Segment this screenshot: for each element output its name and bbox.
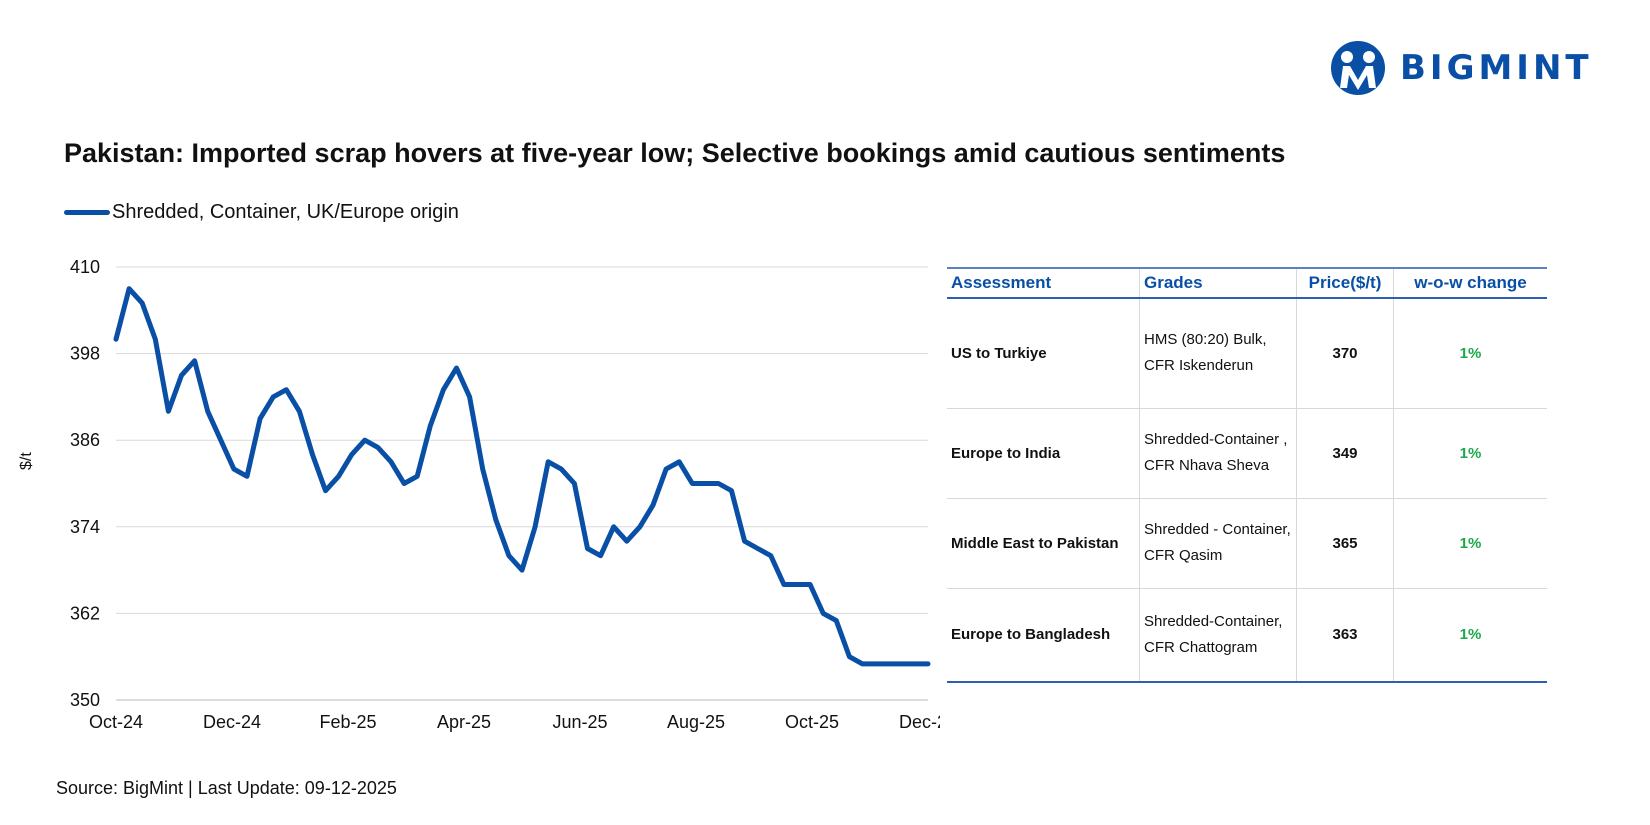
grade-cell: Shredded-Container, CFR Chattogram xyxy=(1139,588,1297,683)
grade-line: Shredded-Container, xyxy=(1144,612,1283,630)
grade-cell: HMS (80:20) Bulk, CFR Iskenderun xyxy=(1139,298,1297,409)
grade-line: Shredded - Container, xyxy=(1144,521,1291,538)
x-tick-label: Oct-24 xyxy=(89,712,143,732)
price-cell: 370 xyxy=(1296,298,1394,409)
bigmint-logo: BIGMINT xyxy=(1330,40,1620,98)
chart-title: Pakistan: Imported scrap hovers at five-… xyxy=(64,138,1286,168)
x-tick-label: Feb-25 xyxy=(319,712,376,732)
assessment-cell: Middle East to Pakistan xyxy=(947,498,1140,589)
y-tick-label: 374 xyxy=(70,517,100,537)
legend-label: Shredded, Container, UK/Europe origin xyxy=(112,200,459,223)
assessment-cell: Europe to Bangladesh xyxy=(947,588,1140,683)
price-cell: 363 xyxy=(1296,588,1394,683)
bigmint-logo-icon xyxy=(1331,41,1385,95)
price-cell: 349 xyxy=(1296,408,1394,499)
grade-line: Shredded-Container , xyxy=(1144,431,1288,448)
table-row: Europe to India Shredded-Container , CFR … xyxy=(947,408,1547,499)
change-cell: 1% xyxy=(1393,298,1547,409)
legend-swatch xyxy=(64,209,110,215)
brand-name: BIGMINT xyxy=(1400,48,1593,88)
x-tick-label: Jun-25 xyxy=(552,712,607,732)
y-tick-label: 362 xyxy=(70,603,100,623)
grade-line: HMS (80:20) Bulk, xyxy=(1144,331,1267,349)
price-cell: 365 xyxy=(1296,498,1394,589)
source-note: Source: BigMint | Last Update: 09-12-202… xyxy=(56,778,397,798)
table-row: Middle East to Pakistan Shredded - Conta… xyxy=(947,498,1547,589)
header-grades: Grades xyxy=(1139,267,1297,299)
table-header-row: Assessment Grades Price($/t) w-o-w chang… xyxy=(947,267,1547,299)
x-tick-label: Dec-25 xyxy=(899,712,940,732)
line-chart: 350 362 374 386 398 410 Oct-24 Dec-24 Feb-25 Apr-… xyxy=(70,257,940,732)
assessment-cell: US to Turkiye xyxy=(947,298,1140,409)
y-tick-label: 386 xyxy=(70,430,100,450)
x-tick-label: Apr-25 xyxy=(437,712,491,732)
grade-line: CFR Nhava Sheva xyxy=(1144,457,1270,474)
series-line xyxy=(113,286,931,667)
change-cell: 1% xyxy=(1393,588,1547,683)
chart-legend: Shredded, Container, UK/Europe origin xyxy=(64,198,459,226)
grade-line: CFR Chattogram xyxy=(1144,638,1258,656)
change-cell: 1% xyxy=(1393,408,1547,499)
x-tick-label: Oct-25 xyxy=(785,712,839,732)
grade-cell: Shredded-Container , CFR Nhava Sheva xyxy=(1139,408,1297,499)
header-assessment: Assessment xyxy=(947,267,1140,299)
y-tick-label: 410 xyxy=(70,257,100,277)
assessment-cell: Europe to India xyxy=(947,408,1140,499)
x-tick-label: Dec-24 xyxy=(203,712,261,732)
grade-line: CFR Iskenderun xyxy=(1144,357,1254,375)
change-cell: 1% xyxy=(1393,498,1547,589)
grade-line: CFR Qasim xyxy=(1144,547,1223,564)
y-tick-label: 350 xyxy=(70,690,100,710)
table-row: US to Turkiye HMS (80:20) Bulk, CFR Isken… xyxy=(947,298,1547,409)
grade-cell: Shredded - Container, CFR Qasim xyxy=(1139,498,1297,589)
header-price: Price($/t) xyxy=(1296,267,1394,299)
header-wow-change: w-o-w change xyxy=(1393,267,1547,299)
x-tick-label: Aug-25 xyxy=(667,712,725,732)
table-row: Europe to Bangladesh Shredded-Container,… xyxy=(947,588,1547,683)
assessment-table: Assessment Grades Price($/t) w-o-w chang… xyxy=(947,267,1547,683)
y-tick-label: 398 xyxy=(70,344,100,364)
